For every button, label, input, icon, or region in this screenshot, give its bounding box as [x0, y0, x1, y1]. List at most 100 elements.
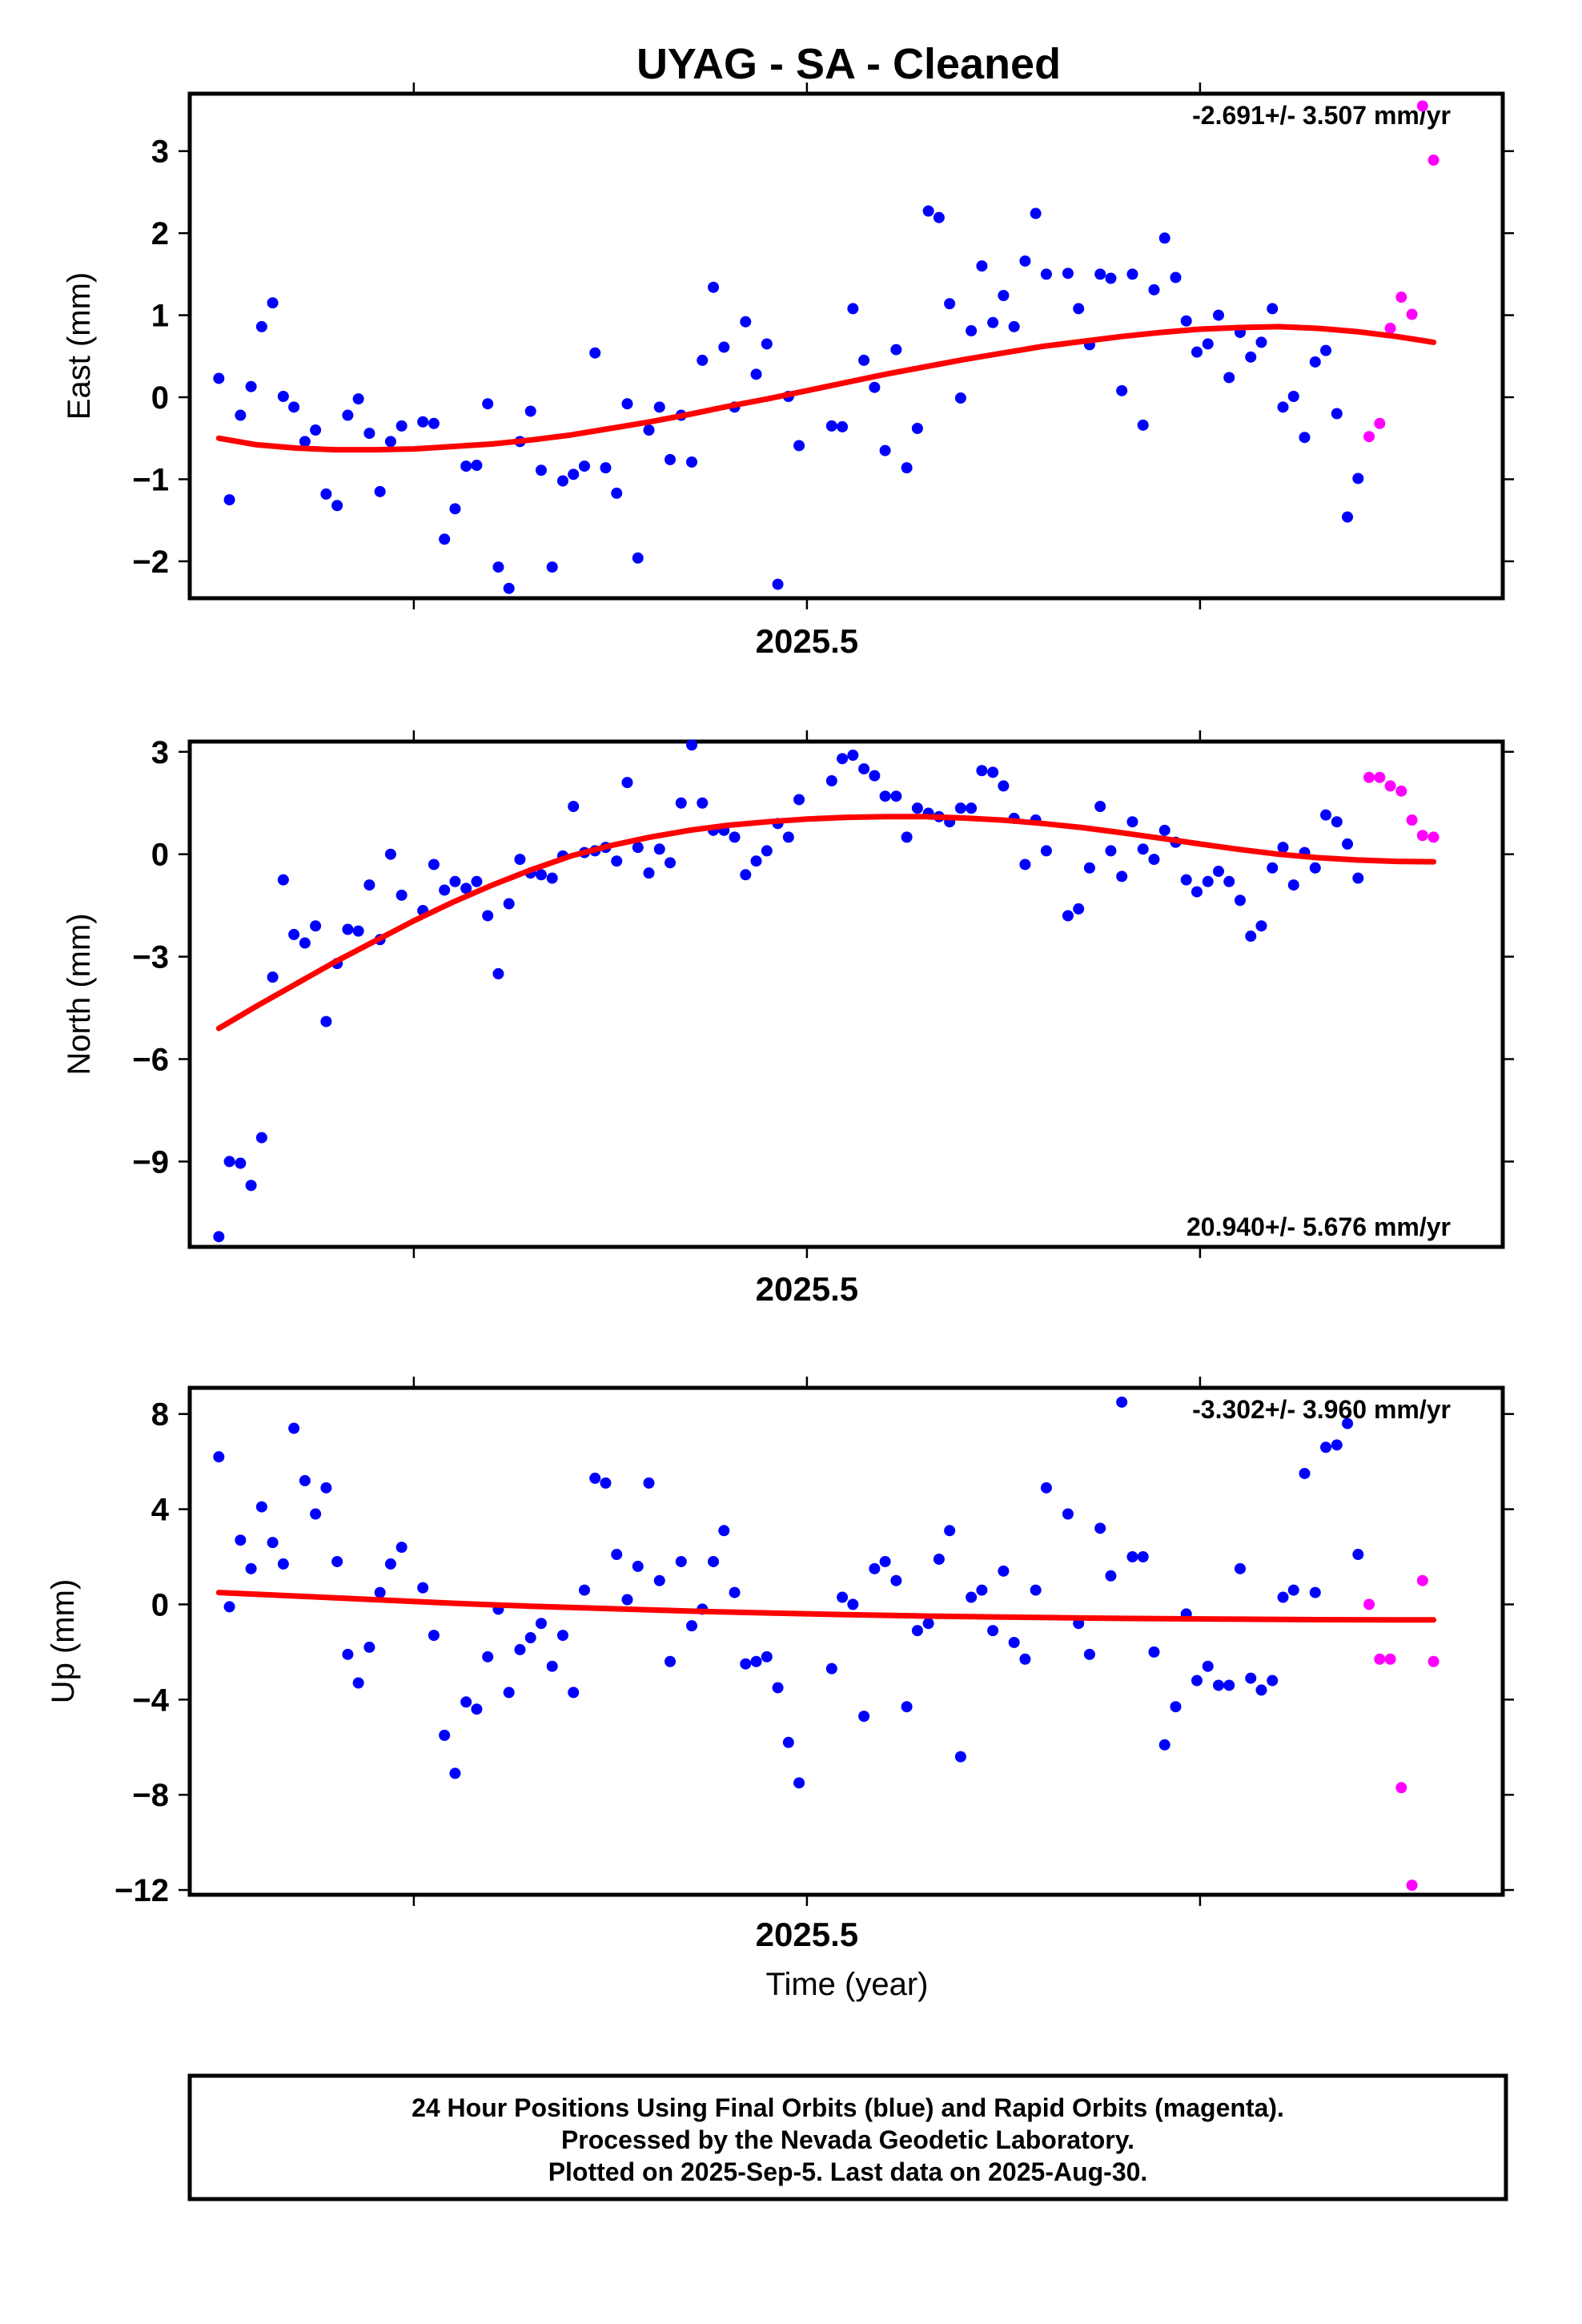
final-orbit-point [1062, 267, 1074, 279]
y-tick-label: 4 [151, 1493, 170, 1528]
final-orbit-point [524, 1632, 536, 1644]
final-orbit-point [1126, 1551, 1138, 1562]
final-orbit-point [600, 462, 612, 474]
final-orbit-point [890, 1574, 902, 1586]
footer-box: 24 Hour Positions Using Final Orbits (bl… [187, 2073, 1508, 2201]
final-orbit-point [793, 794, 805, 806]
final-orbit-point [954, 1751, 966, 1763]
final-orbit-point [255, 320, 267, 332]
final-orbit-point [1094, 801, 1106, 813]
final-orbit-point [568, 801, 580, 813]
final-orbit-point [449, 1767, 461, 1779]
final-orbit-point [708, 281, 720, 293]
plot-frame [187, 739, 1505, 1249]
final-orbit-point [933, 211, 945, 223]
final-orbit-point [449, 503, 461, 515]
final-orbit-point [417, 416, 429, 428]
final-orbit-point [1212, 309, 1224, 321]
final-orbit-point [1245, 351, 1257, 363]
rapid-orbit-point [1427, 831, 1439, 843]
footer-line-3: Plotted on 2025-Sep-5. Last data on 2025… [548, 2157, 1148, 2186]
final-orbit-point [1202, 338, 1214, 350]
rate-annotation: -3.302+/- 3.960 mm/yr [1192, 1395, 1451, 1424]
final-orbit-point [267, 1537, 279, 1549]
final-orbit-point [578, 1584, 590, 1596]
final-orbit-point [890, 790, 902, 802]
final-orbit-point [793, 1777, 805, 1789]
final-orbit-point [1267, 1675, 1279, 1687]
final-orbit-point [1331, 816, 1343, 828]
final-orbit-point [643, 424, 655, 436]
final-orbit-point [384, 848, 396, 860]
final-orbit-point [686, 456, 698, 468]
y-tick-label: −9 [132, 1144, 169, 1180]
final-orbit-point [1148, 854, 1160, 866]
final-orbit-point [1267, 303, 1279, 315]
final-orbit-point [697, 797, 709, 809]
final-orbit-point [1126, 268, 1138, 280]
final-orbit-point [966, 325, 978, 337]
footer-line-1: 24 Hour Positions Using Final Orbits (bl… [412, 2093, 1284, 2122]
final-orbit-point [1137, 843, 1149, 855]
final-orbit-point [384, 436, 396, 448]
y-axis-label: East (mm) [62, 272, 97, 420]
final-orbit-point [428, 417, 440, 429]
final-orbit-point [847, 1598, 859, 1610]
final-orbit-point [589, 1472, 601, 1484]
final-orbit-point [825, 420, 837, 432]
final-orbit-point [267, 971, 279, 983]
final-orbit-point [750, 855, 762, 867]
final-orbit-point [1116, 1396, 1128, 1408]
final-orbit-point [1083, 1648, 1095, 1660]
final-orbit-point [342, 1648, 354, 1660]
final-orbit-point [514, 854, 526, 866]
final-orbit-point [1105, 272, 1117, 284]
fit-curve [215, 324, 1437, 453]
rapid-orbit-point [1416, 100, 1428, 112]
final-orbit-point [1170, 271, 1182, 283]
final-orbit-point [686, 1620, 698, 1632]
final-orbit-point [267, 297, 279, 309]
final-orbit-point [1126, 816, 1138, 828]
final-orbit-point [708, 1555, 720, 1567]
y-tick-label: 3 [151, 135, 169, 170]
footer-line-2: Processed by the Nevada Geodetic Laborat… [561, 2125, 1134, 2154]
final-orbit-point [1202, 875, 1214, 887]
final-orbit-point [342, 409, 354, 421]
east-panel: −2 −1 0 1 2 3 2025.5 East (mm) -2.691+/- 3.507 m… [62, 82, 1514, 660]
final-orbit-point [1320, 344, 1332, 356]
final-orbit-point [277, 874, 289, 886]
final-orbit-point [750, 1655, 762, 1667]
final-orbit-point [1019, 1653, 1031, 1665]
final-orbit-point [944, 298, 956, 310]
final-orbit-point [471, 875, 483, 887]
final-orbit-point [761, 845, 773, 857]
final-orbit-point [750, 368, 762, 380]
final-orbit-point [869, 770, 881, 782]
final-orbit-point [837, 753, 849, 765]
final-orbit-point [503, 898, 515, 910]
final-orbit-point [621, 1594, 633, 1606]
final-orbit-point [643, 867, 655, 879]
final-orbit-point [546, 561, 558, 573]
rapid-orbit-point [1363, 431, 1375, 443]
rapid-orbit-point [1395, 1782, 1407, 1794]
final-orbit-point [837, 420, 849, 432]
final-orbit-point [374, 485, 386, 497]
final-orbit-point [922, 205, 934, 217]
rapid-orbit-point [1363, 1598, 1375, 1610]
final-orbit-point [1073, 303, 1085, 315]
plot-frame [187, 1385, 1505, 1897]
final-orbit-point [621, 398, 633, 410]
final-orbit-point [471, 1703, 483, 1715]
final-orbit-point [1148, 283, 1160, 296]
final-orbit-point [1245, 1672, 1257, 1684]
final-orbit-point [1094, 1522, 1106, 1534]
y-axis-label: Up (mm) [46, 1579, 81, 1704]
final-orbit-point [858, 354, 870, 366]
final-orbit-point [1277, 842, 1289, 854]
final-orbit-point [568, 1687, 580, 1699]
final-orbit-point [535, 869, 547, 881]
rapid-orbit-point [1416, 1574, 1428, 1586]
final-orbit-point [1105, 1570, 1117, 1582]
